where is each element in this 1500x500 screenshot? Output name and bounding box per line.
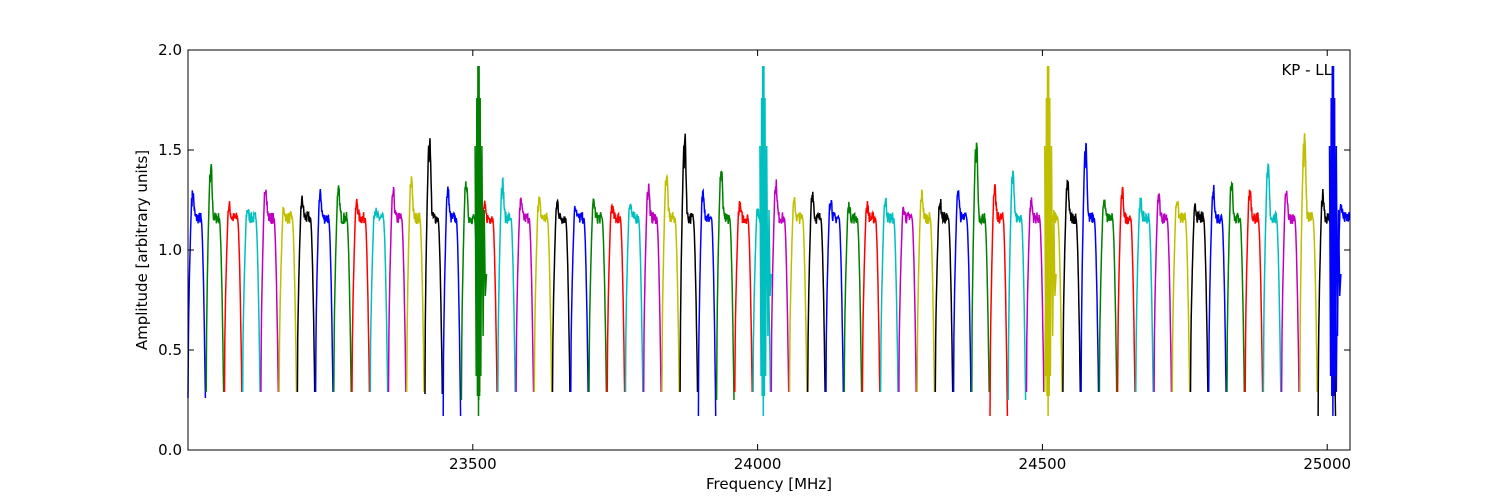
channel-series-line [898,206,917,393]
channel-series-line [788,196,808,393]
channel-series-line [1135,197,1154,393]
channel-series-line [442,186,462,417]
channel-series-line [588,198,608,393]
channel-series-line [551,198,571,393]
annotation-label: KP - LL [1281,61,1332,79]
ticks-layer: 23500 24000 24500 25000 0.0 0.5 1.0 1.5 2.0 [158,41,1351,473]
channel-series-line [642,183,662,393]
channel-series-line [989,183,1009,417]
channel-series-line [260,189,280,393]
channel-series-line [952,190,972,393]
channel-series-line [405,176,425,393]
channel-series-line [624,203,644,393]
channel-series-line [843,201,863,393]
channel-series-line [661,173,681,393]
channel-series-line [1080,142,1100,393]
channel-series-line [1153,193,1173,393]
x-tick-label: 24500 [1019,455,1067,473]
channel-series-line [879,197,899,393]
channel-series-line [1244,189,1264,393]
channel-series-line [278,206,298,393]
channel-series-line [314,188,334,393]
series-layer [187,65,1351,417]
channel-series-line [734,200,753,393]
channel-series-line [1280,190,1300,393]
plot-frame [187,49,1351,451]
channel-series-line [861,201,881,393]
channel-series-line [679,133,699,393]
channel-series-line [697,187,717,417]
channel-series-line [1007,170,1027,401]
spike-series-line [1043,65,1057,417]
x-axis-label: Frequency [MHz] [706,475,832,493]
channel-series-line [497,177,516,393]
channel-series-line [333,185,352,393]
y-axis-label: Amplitude [arbitrary units] [133,150,151,350]
y-tick-label: 1.5 [158,141,182,159]
channel-series-line [770,179,790,393]
channel-series-line [241,209,261,393]
channel-series-line [205,164,225,393]
channel-series-line [387,187,407,393]
channel-series-line [971,142,990,393]
y-tick-label: 1.0 [158,241,182,259]
channel-series-line [223,201,243,393]
channel-series-line [1116,186,1136,393]
x-tick-label: 23500 [449,455,497,473]
channel-series-line [1062,179,1082,393]
channel-series-line [351,198,371,393]
spike-series-line [474,65,488,417]
x-tick-label: 24000 [734,455,782,473]
channel-series-line [1299,133,1318,393]
channel-series-line [570,205,589,393]
y-tick-label: 0.0 [158,441,182,459]
channel-series-line [187,190,207,399]
channel-series-line [934,198,954,393]
channel-series-line [1207,184,1227,393]
channel-series-line [533,196,553,393]
channel-series-line [1262,162,1282,393]
channel-series-line [806,191,826,393]
channel-series-line [1025,197,1045,393]
channel-series-line [369,207,389,393]
channel-series-line [825,200,845,393]
channel-series-line [296,195,316,393]
y-tick-label: 2.0 [158,41,182,59]
y-tick-label: 0.5 [158,341,182,359]
channel-series-line [916,189,936,393]
channel-series-line [1098,199,1118,393]
channel-series-line [424,138,444,395]
channel-series-line [715,170,735,401]
spike-series-line [759,65,773,417]
channel-series-line [515,197,535,393]
spike-series-line [1328,65,1342,417]
channel-series-line [1226,180,1246,393]
x-tick-label: 25000 [1303,455,1351,473]
channel-series-line [1171,200,1191,393]
channel-series-line [606,202,626,393]
channel-series-line [1189,203,1209,393]
